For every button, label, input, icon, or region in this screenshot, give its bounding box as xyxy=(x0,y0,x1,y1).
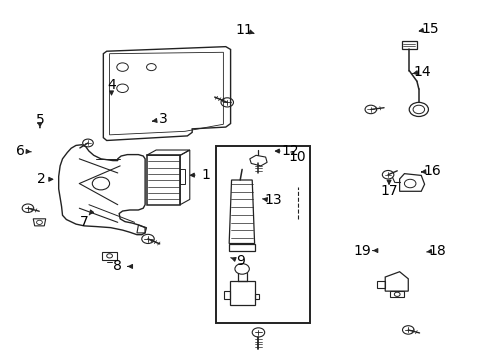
Text: 19: 19 xyxy=(354,244,371,257)
Text: 5: 5 xyxy=(36,113,44,127)
Text: 3: 3 xyxy=(159,112,168,126)
Text: 14: 14 xyxy=(414,65,432,79)
Bar xyxy=(180,170,185,184)
Text: 18: 18 xyxy=(428,244,446,257)
Text: 16: 16 xyxy=(423,164,441,178)
Text: 12: 12 xyxy=(282,144,299,158)
Text: 2: 2 xyxy=(37,172,45,186)
Text: 17: 17 xyxy=(380,184,398,198)
Text: 7: 7 xyxy=(80,215,89,229)
Text: 11: 11 xyxy=(235,23,253,37)
Text: 9: 9 xyxy=(236,254,245,268)
Text: 6: 6 xyxy=(16,144,25,158)
Text: 15: 15 xyxy=(421,22,439,36)
Text: 10: 10 xyxy=(288,150,306,164)
Text: 4: 4 xyxy=(107,78,116,92)
Text: 13: 13 xyxy=(264,193,282,207)
Text: 8: 8 xyxy=(113,260,122,274)
Text: 1: 1 xyxy=(201,168,210,182)
Bar xyxy=(216,147,310,323)
